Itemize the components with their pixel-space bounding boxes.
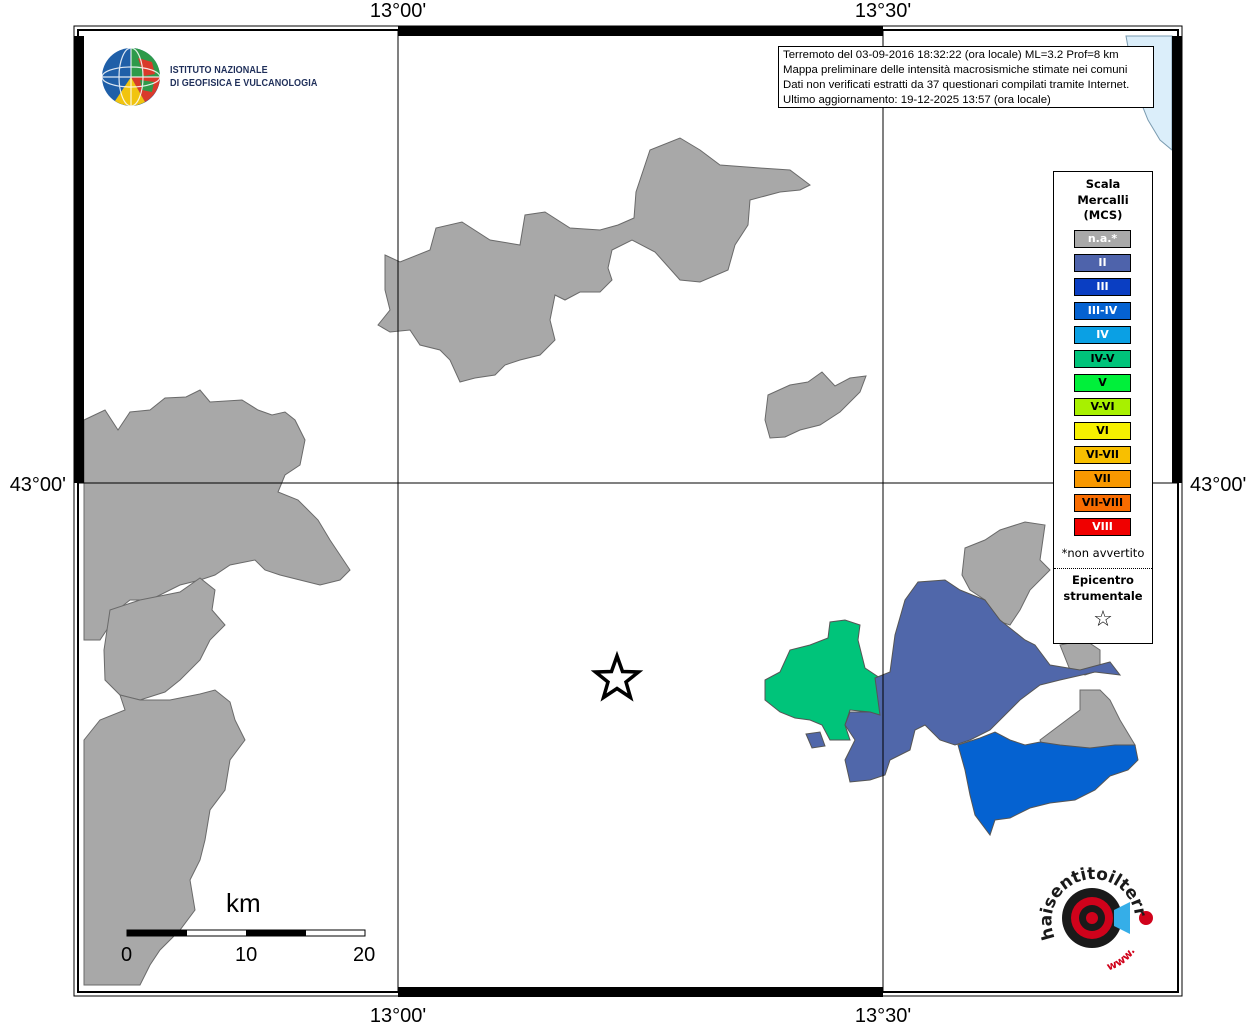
legend-note: *non avvertito	[1061, 546, 1145, 560]
scale-bar-tick: 20	[353, 944, 376, 966]
svg-text:www.: www.	[1105, 945, 1138, 973]
legend-epicenter-line: Epicentro	[1072, 573, 1134, 587]
municipality-intensity-II	[844, 579, 1122, 783]
municipality-na	[83, 389, 351, 641]
lat-label-left: 43°00'	[10, 474, 66, 496]
legend-item: III	[1074, 278, 1131, 296]
legend-item: VIII	[1074, 518, 1131, 536]
legend-item: IV	[1074, 326, 1131, 344]
lon-label-bottom-right: 13°30'	[855, 1005, 911, 1024]
legend-item: n.a.*	[1074, 230, 1131, 248]
municipalities-na	[83, 137, 1136, 986]
institute-name-line1: ISTITUTO NAZIONALE	[170, 64, 268, 76]
legend-item: II	[1074, 254, 1131, 272]
scale-bar-unit: km	[226, 888, 261, 918]
legend-title-line: (MCS)	[1083, 208, 1123, 222]
intensity-legend: Scala Mercalli (MCS) n.a.* II III III-IV IV I…	[1053, 171, 1153, 644]
haisentito-logo-prefix: www.	[1105, 945, 1138, 973]
lon-label-bottom-left: 13°00'	[370, 1005, 426, 1024]
institute-name-line2: DI GEOFISICA E VULCANOLOGIA	[170, 77, 318, 89]
legend-item: VI-VII	[1074, 446, 1131, 464]
event-info-line: Terremoto del 03-09-2016 18:32:22 (ora l…	[783, 49, 1119, 61]
legend-item: III-IV	[1074, 302, 1131, 320]
municipality-na	[377, 137, 811, 383]
legend-epicenter-label: Epicentro strumentale	[1054, 572, 1152, 604]
legend-item: VII	[1074, 470, 1131, 488]
legend-title: Scala Mercalli (MCS)	[1054, 177, 1152, 224]
legend-item: V	[1074, 374, 1131, 392]
municipalities-intensity	[764, 579, 1139, 837]
haisentito-logo-graphic: haisentitoilterremoto.it www.	[1021, 845, 1153, 973]
legend-title-line: Scala	[1085, 177, 1121, 191]
legend-divider	[1054, 568, 1152, 569]
lon-label-top-right: 13°30'	[855, 0, 911, 22]
event-info-line: Dati non verificati estratti da 37 quest…	[783, 79, 1130, 91]
municipality-na	[103, 577, 226, 701]
graticule	[78, 30, 1178, 992]
scale-bar-tick: 10	[235, 944, 258, 966]
legend-epicenter-star-icon: ☆	[1093, 607, 1113, 632]
lon-label-top-left: 13°00'	[370, 0, 426, 22]
event-info-line: Ultimo aggiornamento: 19-12-2025 13:57 (…	[783, 94, 1051, 106]
legend-item: V-VI	[1074, 398, 1131, 416]
legend-item: VI	[1074, 422, 1131, 440]
municipality-na	[764, 371, 867, 439]
event-info-box: Terremoto del 03-09-2016 18:32:22 (ora l…	[778, 46, 1154, 108]
scale-bar-graphic	[126, 929, 366, 937]
legend-title-line: Mercalli	[1077, 192, 1129, 207]
municipality-intensity-III-IV	[957, 731, 1139, 837]
legend-item: VII-VIII	[1074, 494, 1131, 512]
haisentito-logo: haisentitoilterremoto.it www.	[1021, 845, 1160, 980]
municipality-intensity-II	[805, 731, 826, 749]
event-info-line: Mappa preliminare delle intensità macros…	[783, 64, 1128, 76]
institute-name: ISTITUTO NAZIONALE DI GEOFISICA E VULCAN…	[170, 64, 317, 90]
epicenter-star-marker	[590, 650, 644, 702]
legend-item: IV-V	[1074, 350, 1131, 368]
institute-logo	[100, 46, 320, 112]
legend-epicenter-line: strumentale	[1063, 589, 1143, 603]
scale-bar-tick: 0	[121, 944, 133, 966]
municipality-na	[83, 689, 246, 986]
map-frame	[73, 25, 1183, 997]
lat-label-right: 43°00'	[1190, 474, 1246, 496]
globe-icon	[101, 47, 161, 107]
